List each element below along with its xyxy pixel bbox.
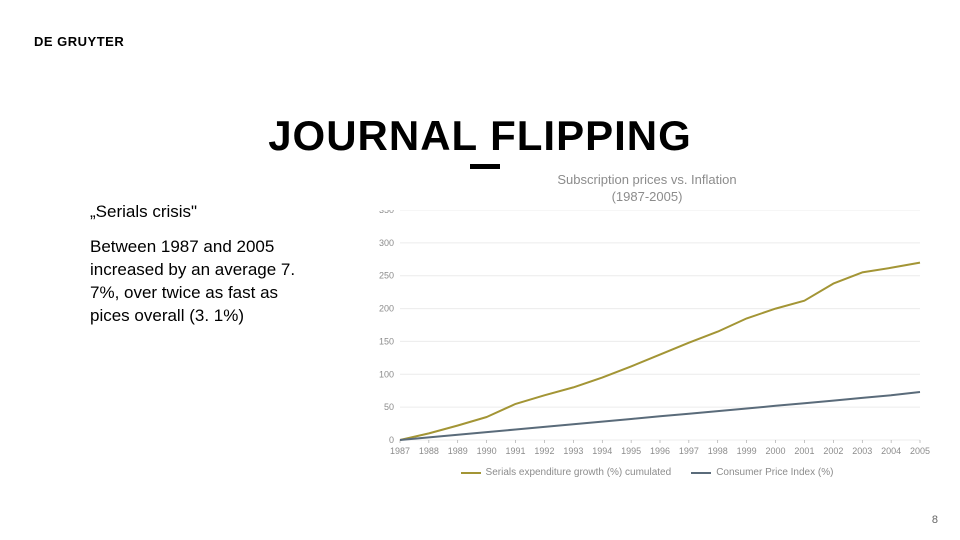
- svg-text:1999: 1999: [737, 446, 757, 456]
- svg-text:1995: 1995: [621, 446, 641, 456]
- svg-text:2005: 2005: [910, 446, 930, 456]
- legend-item: Consumer Price Index (%): [691, 467, 833, 478]
- svg-text:1991: 1991: [506, 446, 526, 456]
- body-paragraph: Between 1987 and 2005 increased by an av…: [90, 236, 320, 328]
- svg-text:200: 200: [379, 303, 394, 313]
- line-chart: 0 50 100 150 200 250 300 350 1987 1988 1989 1990 199…: [364, 210, 930, 464]
- svg-text:2004: 2004: [881, 446, 901, 456]
- chart-title-line1: Subscription prices vs. Inflation: [557, 172, 736, 187]
- chart-title: Subscription prices vs. Inflation (1987-…: [364, 172, 930, 206]
- legend-label: Consumer Price Index (%): [716, 467, 833, 478]
- svg-text:1993: 1993: [563, 446, 583, 456]
- svg-text:350: 350: [379, 210, 394, 215]
- svg-text:1987: 1987: [390, 446, 410, 456]
- svg-text:1989: 1989: [448, 446, 468, 456]
- svg-text:1994: 1994: [592, 446, 612, 456]
- publisher-logo: DE GRUYTER: [34, 34, 124, 49]
- svg-text:2000: 2000: [766, 446, 786, 456]
- chart-container: Subscription prices vs. Inflation (1987-…: [364, 172, 930, 484]
- svg-text:1996: 1996: [650, 446, 670, 456]
- svg-text:2003: 2003: [852, 446, 872, 456]
- svg-text:50: 50: [384, 402, 394, 412]
- legend-swatch: [691, 472, 711, 474]
- svg-text:1988: 1988: [419, 446, 439, 456]
- title-divider: [470, 164, 500, 169]
- legend-item: Serials expenditure growth (%) cumulated: [461, 467, 672, 478]
- subtitle-text: „Serials crisis": [90, 202, 197, 222]
- svg-text:1992: 1992: [534, 446, 554, 456]
- chart-title-line2: (1987-2005): [612, 189, 683, 204]
- svg-text:1997: 1997: [679, 446, 699, 456]
- page-number: 8: [932, 514, 938, 526]
- legend-swatch: [461, 472, 481, 474]
- svg-text:300: 300: [379, 238, 394, 248]
- svg-text:2002: 2002: [823, 446, 843, 456]
- svg-text:2001: 2001: [794, 446, 814, 456]
- svg-text:250: 250: [379, 270, 394, 280]
- svg-text:0: 0: [389, 435, 394, 445]
- svg-text:100: 100: [379, 369, 394, 379]
- legend-label: Serials expenditure growth (%) cumulated: [486, 467, 672, 478]
- svg-text:150: 150: [379, 336, 394, 346]
- page-title: JOURNAL FLIPPING: [0, 112, 960, 160]
- svg-text:1998: 1998: [708, 446, 728, 456]
- svg-text:1990: 1990: [477, 446, 497, 456]
- chart-legend: Serials expenditure growth (%) cumulated…: [364, 466, 930, 479]
